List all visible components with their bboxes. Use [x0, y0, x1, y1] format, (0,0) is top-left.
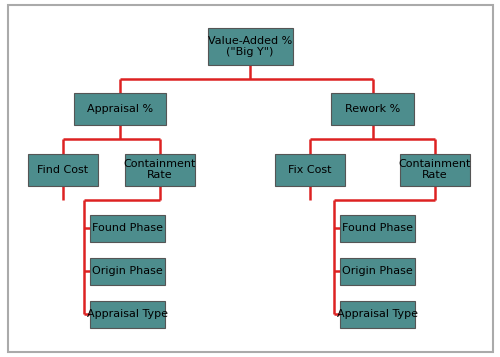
- Text: Appraisal Type: Appraisal Type: [337, 309, 418, 319]
- Text: Found Phase: Found Phase: [92, 223, 163, 233]
- FancyBboxPatch shape: [340, 215, 415, 242]
- Text: Fix Cost: Fix Cost: [288, 165, 332, 175]
- Text: Appraisal %: Appraisal %: [87, 104, 153, 114]
- Text: Value-Added %
("Big Y"): Value-Added % ("Big Y"): [208, 36, 292, 57]
- FancyBboxPatch shape: [340, 301, 415, 328]
- Text: Containment
Rate: Containment Rate: [124, 159, 196, 180]
- FancyBboxPatch shape: [28, 154, 98, 186]
- FancyBboxPatch shape: [90, 258, 165, 285]
- Text: Containment
Rate: Containment Rate: [399, 159, 471, 180]
- Text: Find Cost: Find Cost: [37, 165, 88, 175]
- FancyBboxPatch shape: [208, 28, 292, 65]
- Text: Appraisal Type: Appraisal Type: [87, 309, 168, 319]
- Text: Found Phase: Found Phase: [342, 223, 413, 233]
- FancyBboxPatch shape: [90, 301, 165, 328]
- FancyBboxPatch shape: [340, 258, 415, 285]
- Text: Rework %: Rework %: [345, 104, 400, 114]
- Text: Origin Phase: Origin Phase: [92, 266, 163, 276]
- FancyBboxPatch shape: [275, 154, 345, 186]
- Text: Origin Phase: Origin Phase: [342, 266, 413, 276]
- FancyBboxPatch shape: [90, 215, 165, 242]
- FancyBboxPatch shape: [400, 154, 470, 186]
- FancyBboxPatch shape: [331, 93, 414, 125]
- FancyBboxPatch shape: [125, 154, 195, 186]
- FancyBboxPatch shape: [74, 93, 166, 125]
